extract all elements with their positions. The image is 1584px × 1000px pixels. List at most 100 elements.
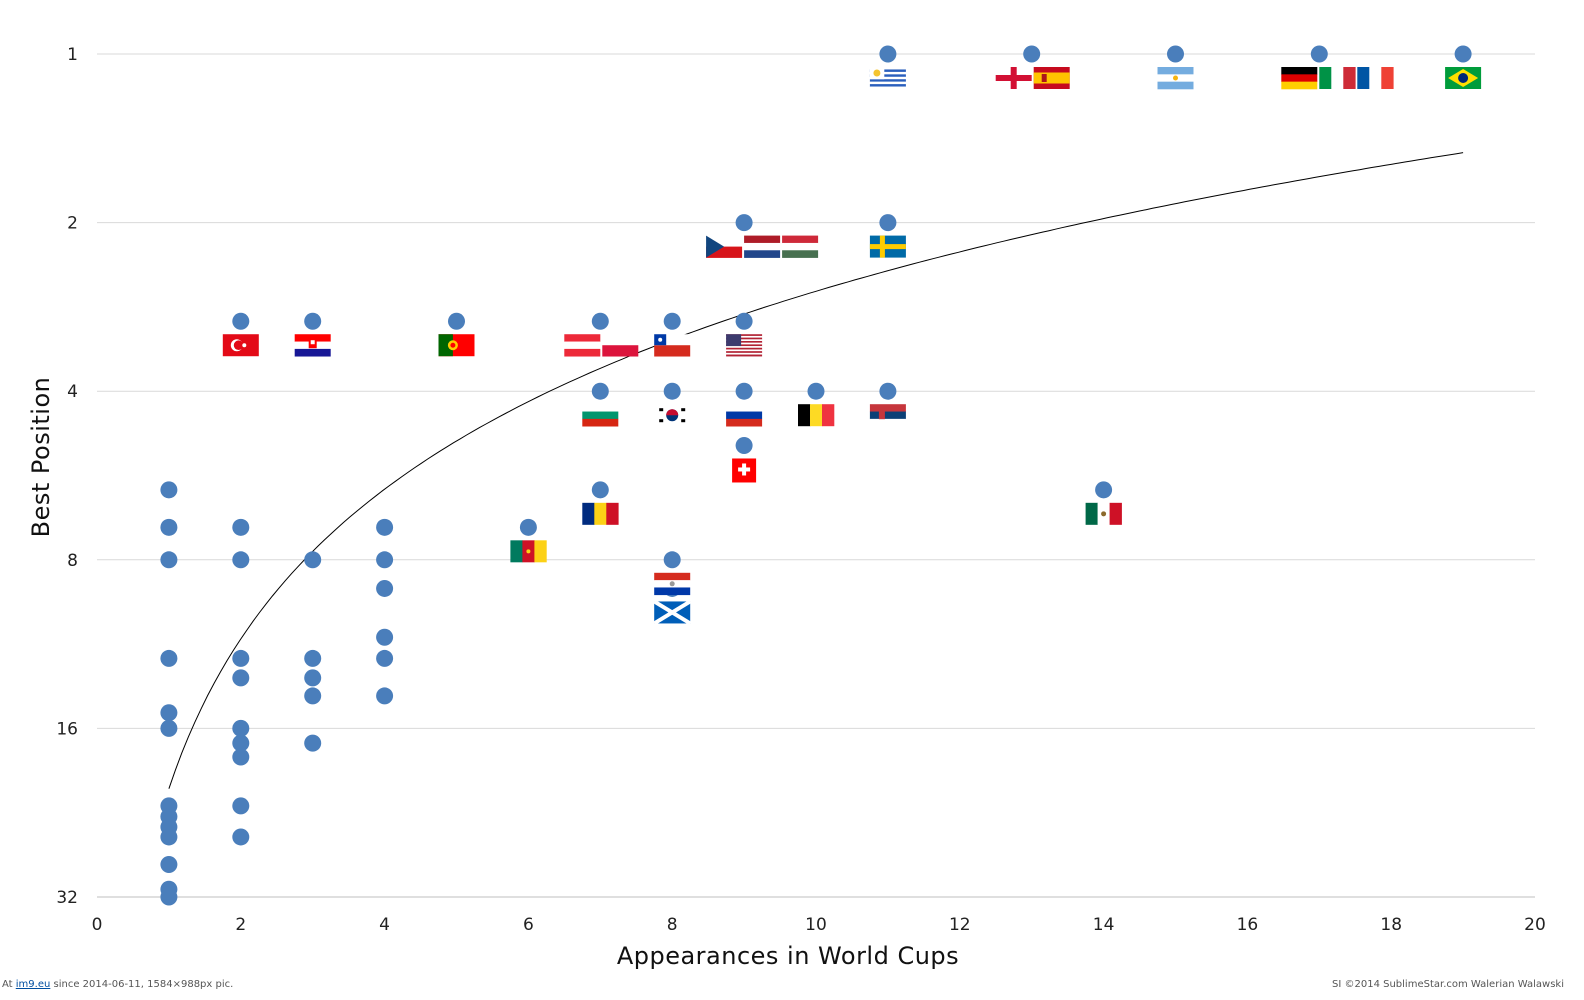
- sweden-flag-icon: [869, 235, 906, 258]
- data-point: [160, 719, 178, 737]
- data-point: [160, 649, 178, 667]
- x-tick-label: 10: [805, 915, 827, 935]
- south-korea-flag-icon: [654, 404, 691, 427]
- x-tick-label: 4: [379, 915, 390, 935]
- data-point: [376, 551, 394, 569]
- data-point: [663, 382, 681, 400]
- data-point: [232, 734, 250, 752]
- y-tick-label: 32: [56, 888, 78, 908]
- footer-left-prefix: At: [2, 979, 16, 990]
- chile-flag-icon: [654, 334, 691, 357]
- data-point: [304, 649, 322, 667]
- data-point: [304, 551, 322, 569]
- x-tick-label: 12: [949, 915, 971, 935]
- data-point: [591, 312, 609, 330]
- x-tick-label: 14: [1093, 915, 1115, 935]
- germany-flag-icon: [1281, 67, 1318, 90]
- data-point: [663, 312, 681, 330]
- data-point: [735, 436, 753, 454]
- data-point: [448, 312, 465, 330]
- x-axis-title: Appearances in World Cups: [617, 942, 959, 970]
- data-point: [807, 382, 825, 400]
- footer-left: At im9.eu since 2014-06-11, 1584×988px p…: [2, 979, 233, 990]
- data-point: [232, 312, 250, 330]
- data-point: [232, 828, 250, 846]
- data-point: [160, 518, 178, 536]
- austria-flag-icon: [564, 334, 601, 357]
- data-point: [232, 719, 250, 737]
- footer-left-suffix: since 2014-06-11, 1584×988px pic.: [50, 979, 234, 990]
- brazil-flag-icon: [1445, 67, 1482, 89]
- data-point: [735, 312, 753, 330]
- data-point: [376, 649, 394, 667]
- gridlines: [97, 53, 1535, 898]
- data-point: [232, 669, 250, 687]
- x-tick-label: 0: [92, 915, 103, 935]
- x-tick-label: 6: [523, 915, 534, 935]
- x-tick-label: 18: [1380, 915, 1402, 935]
- turkey-flag-icon: [222, 334, 259, 357]
- x-tick-labels: 0 2 4 6 8 10 12 14 16 18 20: [92, 915, 1546, 935]
- x-tick-label: 16: [1237, 915, 1259, 935]
- x-tick-label: 8: [667, 915, 678, 935]
- portugal-flag-icon: [438, 334, 475, 357]
- data-point: [879, 214, 897, 232]
- data-point: [879, 45, 897, 63]
- data-point: [304, 669, 322, 687]
- data-point: [376, 687, 394, 705]
- data-point: [232, 649, 250, 667]
- data-point: [1095, 481, 1113, 499]
- uruguay-flag-icon: [869, 67, 906, 90]
- y-tick-label: 16: [56, 719, 78, 739]
- scotland-flag-icon: [653, 599, 692, 626]
- netherlands-flag-icon: [744, 235, 781, 258]
- data-point: [304, 312, 322, 330]
- trend-line: [168, 152, 1464, 789]
- data-point: [519, 518, 537, 536]
- data-point: [591, 382, 609, 400]
- data-point: [735, 382, 753, 400]
- data-point: [1454, 45, 1472, 63]
- x-tick-label: 20: [1524, 915, 1546, 935]
- data-point: [376, 579, 394, 597]
- data-point: [232, 797, 250, 815]
- data-point: [232, 551, 250, 569]
- russia-flag-icon: [726, 404, 763, 427]
- data-point: [663, 551, 681, 569]
- france-flag-icon: [1357, 67, 1394, 89]
- data-point: [735, 214, 753, 232]
- mexico-flag-icon: [1085, 502, 1122, 525]
- spain-flag-icon: [1033, 67, 1070, 89]
- data-point: [232, 748, 250, 766]
- country-flags: [222, 67, 1482, 626]
- croatia-flag-icon: [294, 334, 331, 357]
- y-tick-label: 8: [67, 551, 78, 571]
- czech-republic-flag-icon: [706, 235, 743, 258]
- switzerland-flag-icon: [732, 458, 757, 483]
- data-point: [879, 382, 897, 400]
- x-tick-label: 2: [235, 915, 246, 935]
- paraguay-flag-icon: [654, 572, 691, 596]
- data-point: [160, 888, 178, 906]
- data-point: [376, 628, 394, 646]
- y-tick-label: 2: [67, 214, 78, 234]
- italy-flag-icon: [1319, 67, 1356, 89]
- data-point: [591, 481, 609, 499]
- data-point: [376, 518, 394, 536]
- data-point: [1023, 45, 1041, 63]
- data-point: [160, 704, 178, 722]
- belgium-flag-icon: [798, 404, 835, 427]
- y-tick-label: 1: [67, 45, 78, 65]
- data-point: [232, 518, 250, 536]
- poland-flag-icon: [602, 334, 639, 357]
- data-points: [160, 45, 1472, 906]
- cameroon-flag-icon: [510, 540, 547, 563]
- im9-link[interactable]: im9.eu: [15, 979, 51, 990]
- bulgaria-flag-icon: [582, 404, 619, 427]
- serbia-flag-icon: [869, 404, 906, 427]
- y-axis-title: Best Position: [27, 377, 55, 538]
- data-point: [304, 734, 322, 752]
- data-point: [160, 551, 178, 569]
- usa-flag-icon: [726, 334, 763, 357]
